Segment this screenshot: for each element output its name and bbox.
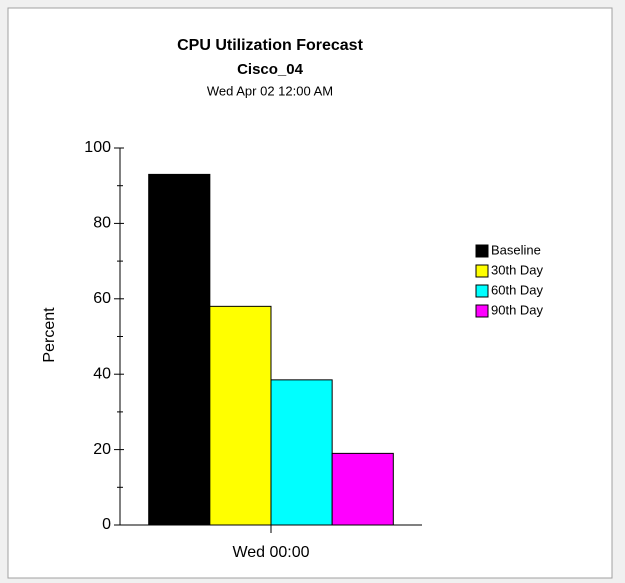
- chart-subtitle: Cisco_04: [237, 61, 304, 78]
- y-tick-label: 60: [93, 290, 111, 307]
- bar: [270, 379, 333, 526]
- x-tick-label: Wed 00:00: [232, 544, 309, 561]
- y-tick-label: 100: [84, 139, 111, 156]
- bar: [331, 452, 394, 526]
- chart-date: Wed Apr 02 12:00 AM: [207, 83, 333, 98]
- bar: [148, 173, 211, 526]
- legend-label: 90th Day: [491, 302, 544, 317]
- legend-label: 60th Day: [491, 282, 544, 297]
- legend-swatch: [475, 244, 489, 258]
- y-axis-label: Percent: [41, 307, 58, 363]
- legend-label: Baseline: [491, 242, 541, 257]
- legend-label: 30th Day: [491, 262, 544, 277]
- y-tick-label: 20: [93, 441, 111, 458]
- bar: [209, 305, 272, 526]
- y-tick-label: 40: [93, 365, 111, 382]
- y-tick-label: 0: [102, 516, 111, 533]
- legend-swatch: [475, 264, 489, 278]
- y-tick-label: 80: [93, 215, 111, 232]
- legend-swatch: [475, 284, 489, 298]
- legend-swatch: [475, 304, 489, 318]
- chart-title: CPU Utilization Forecast: [177, 37, 363, 54]
